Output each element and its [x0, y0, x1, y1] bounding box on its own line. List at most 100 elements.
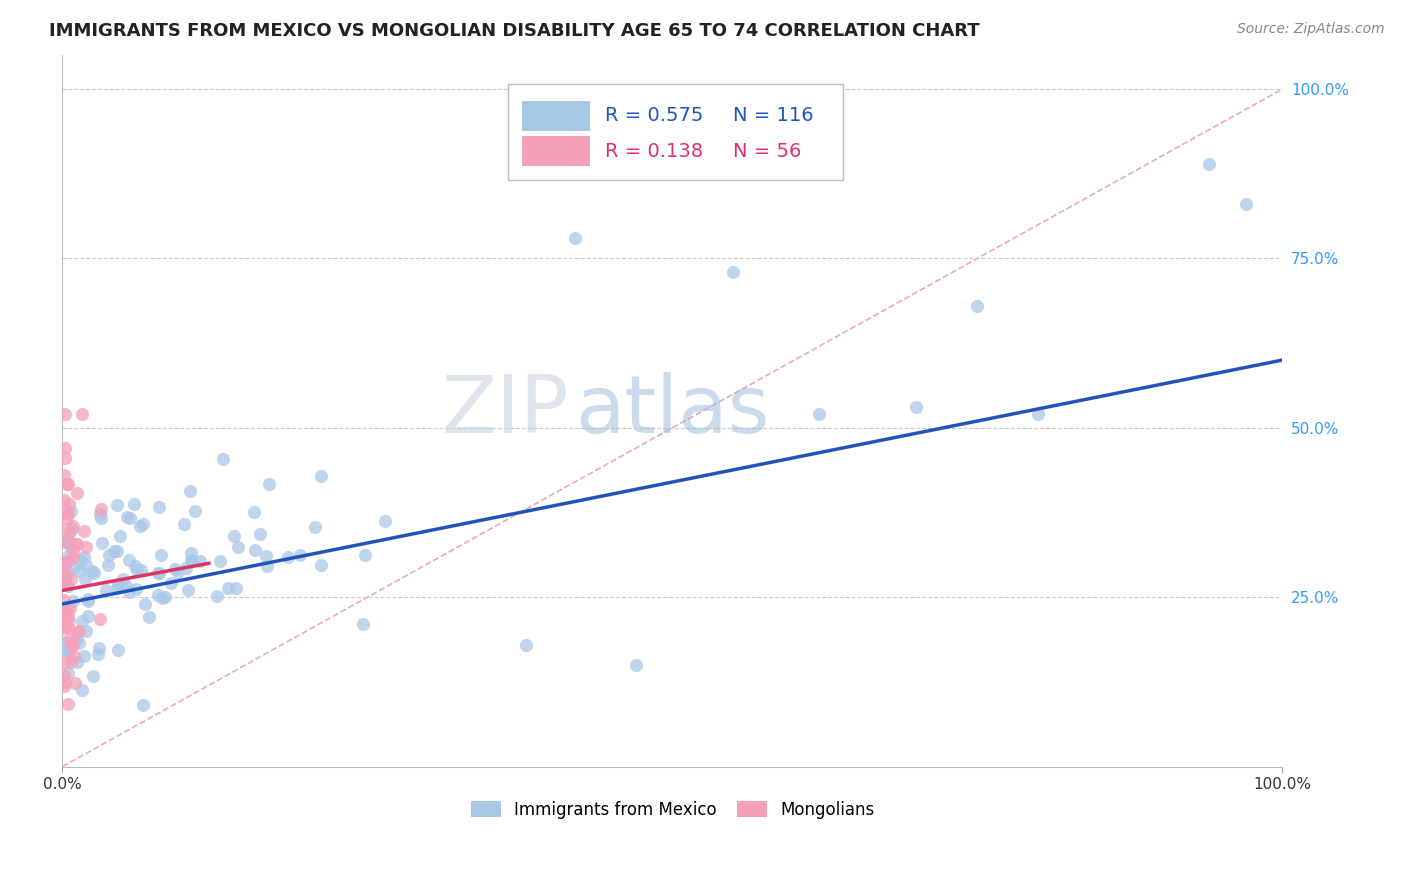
Point	[146, 588, 169, 602]
Text: R = 0.138: R = 0.138	[606, 142, 703, 161]
Point	[56, 665, 79, 680]
Point	[107, 643, 129, 657]
Point	[96, 583, 118, 598]
Point	[52, 592, 75, 607]
Point	[118, 552, 141, 566]
Point	[125, 582, 148, 596]
Point	[83, 566, 105, 580]
Point	[288, 549, 311, 563]
Point	[52, 679, 75, 693]
Legend: Immigrants from Mexico, Mongolians: Immigrants from Mexico, Mongolians	[464, 795, 882, 826]
Point	[173, 516, 195, 531]
Point	[131, 563, 153, 577]
Point	[67, 624, 90, 638]
Point	[82, 669, 104, 683]
Point	[277, 549, 299, 564]
Point	[624, 657, 647, 672]
Point	[65, 632, 87, 646]
Point	[249, 527, 271, 541]
Point	[165, 561, 187, 575]
Point	[58, 527, 80, 541]
Point	[56, 566, 79, 581]
Point	[53, 634, 76, 648]
Point	[128, 519, 150, 533]
Text: ZIP: ZIP	[441, 372, 569, 450]
Point	[75, 624, 97, 638]
Point	[180, 554, 202, 568]
Point	[65, 624, 87, 639]
Point	[52, 572, 75, 586]
Point	[107, 577, 129, 591]
Point	[564, 231, 586, 245]
Point	[226, 540, 249, 554]
Point	[105, 581, 128, 595]
Point	[148, 566, 170, 580]
Point	[60, 504, 83, 518]
Point	[207, 589, 229, 603]
Point	[148, 566, 170, 580]
Point	[52, 493, 75, 508]
Point	[62, 637, 84, 651]
Point	[180, 553, 202, 567]
Point	[60, 522, 83, 536]
Point	[211, 451, 233, 466]
Point	[56, 477, 79, 491]
Point	[72, 549, 94, 564]
Point	[60, 639, 83, 653]
Point	[63, 537, 86, 551]
Point	[257, 476, 280, 491]
Point	[52, 468, 75, 483]
Point	[160, 576, 183, 591]
Point	[55, 574, 77, 589]
Text: N = 56: N = 56	[734, 142, 801, 161]
Point	[53, 450, 76, 465]
Point	[62, 543, 84, 558]
Point	[112, 573, 135, 587]
Point	[184, 504, 207, 518]
Point	[966, 299, 988, 313]
Point	[65, 676, 87, 690]
Point	[304, 520, 326, 534]
Point	[53, 568, 76, 582]
Point	[723, 265, 745, 279]
Point	[52, 502, 75, 516]
Point	[134, 597, 156, 611]
Point	[66, 655, 89, 669]
Point	[76, 592, 98, 607]
Point	[58, 476, 80, 491]
Point	[105, 498, 128, 512]
Point	[75, 558, 97, 572]
Point	[905, 401, 928, 415]
Text: Source: ZipAtlas.com: Source: ZipAtlas.com	[1237, 22, 1385, 37]
Point	[55, 535, 77, 549]
Point	[62, 549, 84, 564]
Point	[59, 572, 82, 586]
Point	[56, 621, 79, 635]
Point	[63, 560, 86, 574]
Point	[374, 514, 396, 528]
Point	[76, 609, 98, 624]
Point	[77, 594, 100, 608]
Point	[97, 558, 120, 572]
Point	[103, 544, 125, 558]
Point	[150, 591, 173, 606]
Point	[55, 523, 77, 537]
Point	[52, 556, 75, 570]
Point	[55, 619, 77, 633]
Point	[180, 546, 202, 560]
Point	[354, 548, 377, 562]
Point	[56, 641, 79, 656]
Point	[352, 616, 374, 631]
Point	[56, 533, 79, 547]
Point	[90, 536, 112, 550]
Point	[53, 605, 76, 619]
Point	[58, 632, 80, 647]
Point	[243, 505, 266, 519]
Point	[75, 572, 97, 586]
Point	[177, 582, 200, 597]
Point	[124, 559, 146, 574]
FancyBboxPatch shape	[508, 84, 844, 179]
Point	[132, 698, 155, 713]
Point	[127, 563, 149, 577]
Point	[53, 575, 76, 590]
